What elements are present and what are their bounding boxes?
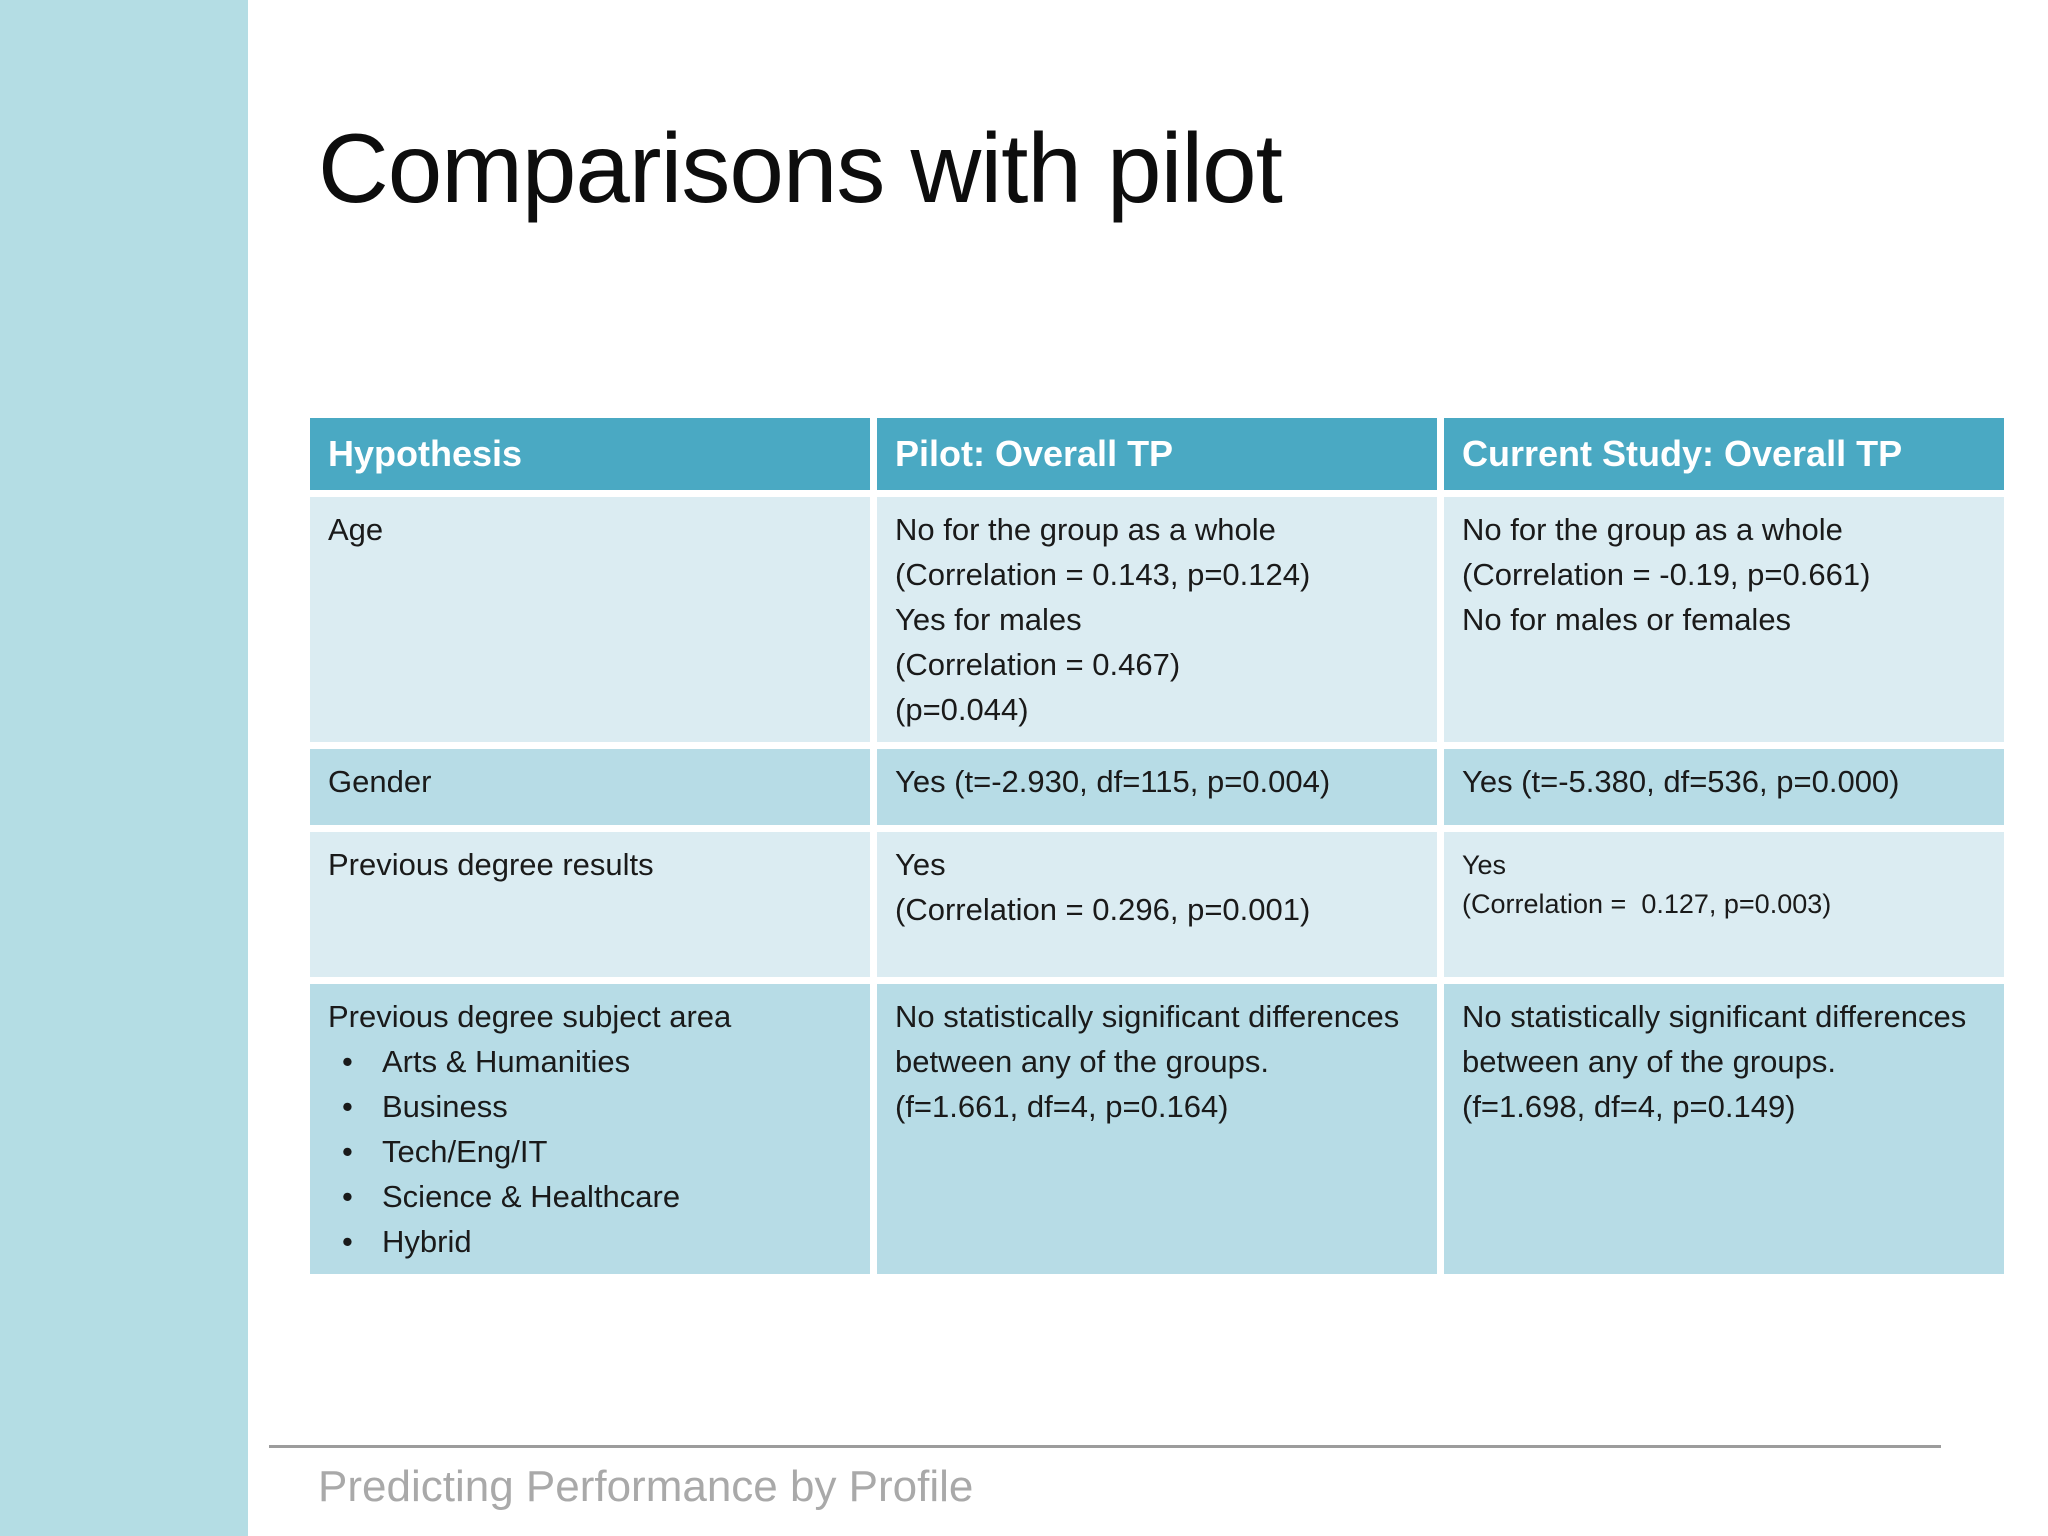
comparison-table: Hypothesis Pilot: Overall TP Current Stu… (303, 411, 2011, 1281)
table-row-previous-degree-results: Previous degree results Yes (Correlation … (310, 832, 2004, 977)
cell-line: Yes (895, 847, 946, 882)
cell-subject-area-pilot: No statistically significant differences… (877, 984, 1437, 1274)
cell-line: (f=1.661, df=4, p=0.164) (895, 1089, 1229, 1124)
header-pilot-overall-tp: Pilot: Overall TP (877, 418, 1437, 490)
cell-text: Yes (t=-5.380, df=536, p=0.000) (1462, 759, 1986, 804)
header-hypothesis: Hypothesis (310, 418, 870, 490)
subject-area-bullet-list: Arts & HumanitiesBusinessTech/Eng/ITScie… (328, 1039, 852, 1264)
cell-subject-area-hypothesis: Previous degree subject area Arts & Huma… (310, 984, 870, 1274)
cell-line: between any of the groups. (1462, 1044, 1836, 1079)
cell-prev-results-current: Yes (Correlation = 0.127, p=0.003) (1444, 832, 2004, 977)
footer-text: Predicting Performance by Profile (318, 1462, 974, 1511)
cell-line: (Correlation = -0.19, p=0.661) (1462, 557, 1871, 592)
bullet-item: Tech/Eng/IT (328, 1129, 852, 1174)
cell-age-current: No for the group as a whole (Correlation … (1444, 497, 2004, 742)
cell-text: Yes (Correlation = 0.296, p=0.001) (895, 842, 1419, 932)
cell-text: Yes (Correlation = 0.127, p=0.003) (1462, 846, 1986, 924)
cell-line: (p=0.044) (895, 692, 1029, 727)
cell-line: (Correlation = 0.467) (895, 647, 1181, 682)
cell-line: Yes (t=-5.380, df=536, p=0.000) (1462, 764, 1900, 799)
table-row-gender: Gender Yes (t=-2.930, df=115, p=0.004) Y… (310, 749, 2004, 825)
cell-line: (Correlation = 0.127, p=0.003) (1462, 889, 1832, 919)
row-label: Age (328, 512, 384, 547)
cell-line: No for males or females (1462, 602, 1792, 637)
cell-line: (Correlation = 0.296, p=0.001) (895, 892, 1311, 927)
row-label: Gender (328, 764, 432, 799)
sidebar-accent-bar (0, 0, 248, 1536)
table-row-previous-degree-subject-area: Previous degree subject area Arts & Huma… (310, 984, 2004, 1274)
table-row-age: Age No for the group as a whole (Correlat… (310, 497, 2004, 742)
cell-line: (f=1.698, df=4, p=0.149) (1462, 1089, 1796, 1124)
cell-prev-results-pilot: Yes (Correlation = 0.296, p=0.001) (877, 832, 1437, 977)
bullet-item: Hybrid (328, 1219, 852, 1264)
cell-prev-results-hypothesis: Previous degree results (310, 832, 870, 977)
slide-title: Comparisons with pilot (318, 113, 1283, 223)
cell-age-pilot: No for the group as a whole (Correlation … (877, 497, 1437, 742)
cell-line: No statistically significant differences (895, 999, 1400, 1034)
cell-line: No for the group as a whole (895, 512, 1276, 547)
cell-gender-current: Yes (t=-5.380, df=536, p=0.000) (1444, 749, 2004, 825)
cell-line: (Correlation = 0.143, p=0.124) (895, 557, 1311, 592)
row-label: Previous degree results (328, 847, 654, 882)
cell-text: No for the group as a whole (Correlation … (895, 507, 1419, 732)
cell-age-hypothesis: Age (310, 497, 870, 742)
cell-line: Yes (t=-2.930, df=115, p=0.004) (895, 764, 1331, 799)
cell-text: Yes (t=-2.930, df=115, p=0.004) (895, 759, 1419, 804)
cell-gender-hypothesis: Gender (310, 749, 870, 825)
cell-line: No statistically significant differences (1462, 999, 1967, 1034)
cell-gender-pilot: Yes (t=-2.930, df=115, p=0.004) (877, 749, 1437, 825)
bullet-item: Business (328, 1084, 852, 1129)
cell-line: Yes for males (895, 602, 1082, 637)
cell-text: No statistically significant differences… (895, 994, 1419, 1129)
cell-subject-area-current: No statistically significant differences… (1444, 984, 2004, 1274)
cell-line: Yes (1462, 850, 1507, 880)
row-label: Previous degree subject area (328, 999, 732, 1034)
cell-text: No for the group as a whole (Correlation … (1462, 507, 1986, 642)
cell-line: between any of the groups. (895, 1044, 1269, 1079)
bullet-item: Arts & Humanities (328, 1039, 852, 1084)
cell-line: No for the group as a whole (1462, 512, 1843, 547)
cell-text: No statistically significant differences… (1462, 994, 1986, 1129)
table-header-row: Hypothesis Pilot: Overall TP Current Stu… (310, 418, 2004, 490)
bullet-item: Science & Healthcare (328, 1174, 852, 1219)
header-current-study-overall-tp: Current Study: Overall TP (1444, 418, 2004, 490)
footer-divider (269, 1445, 1941, 1448)
